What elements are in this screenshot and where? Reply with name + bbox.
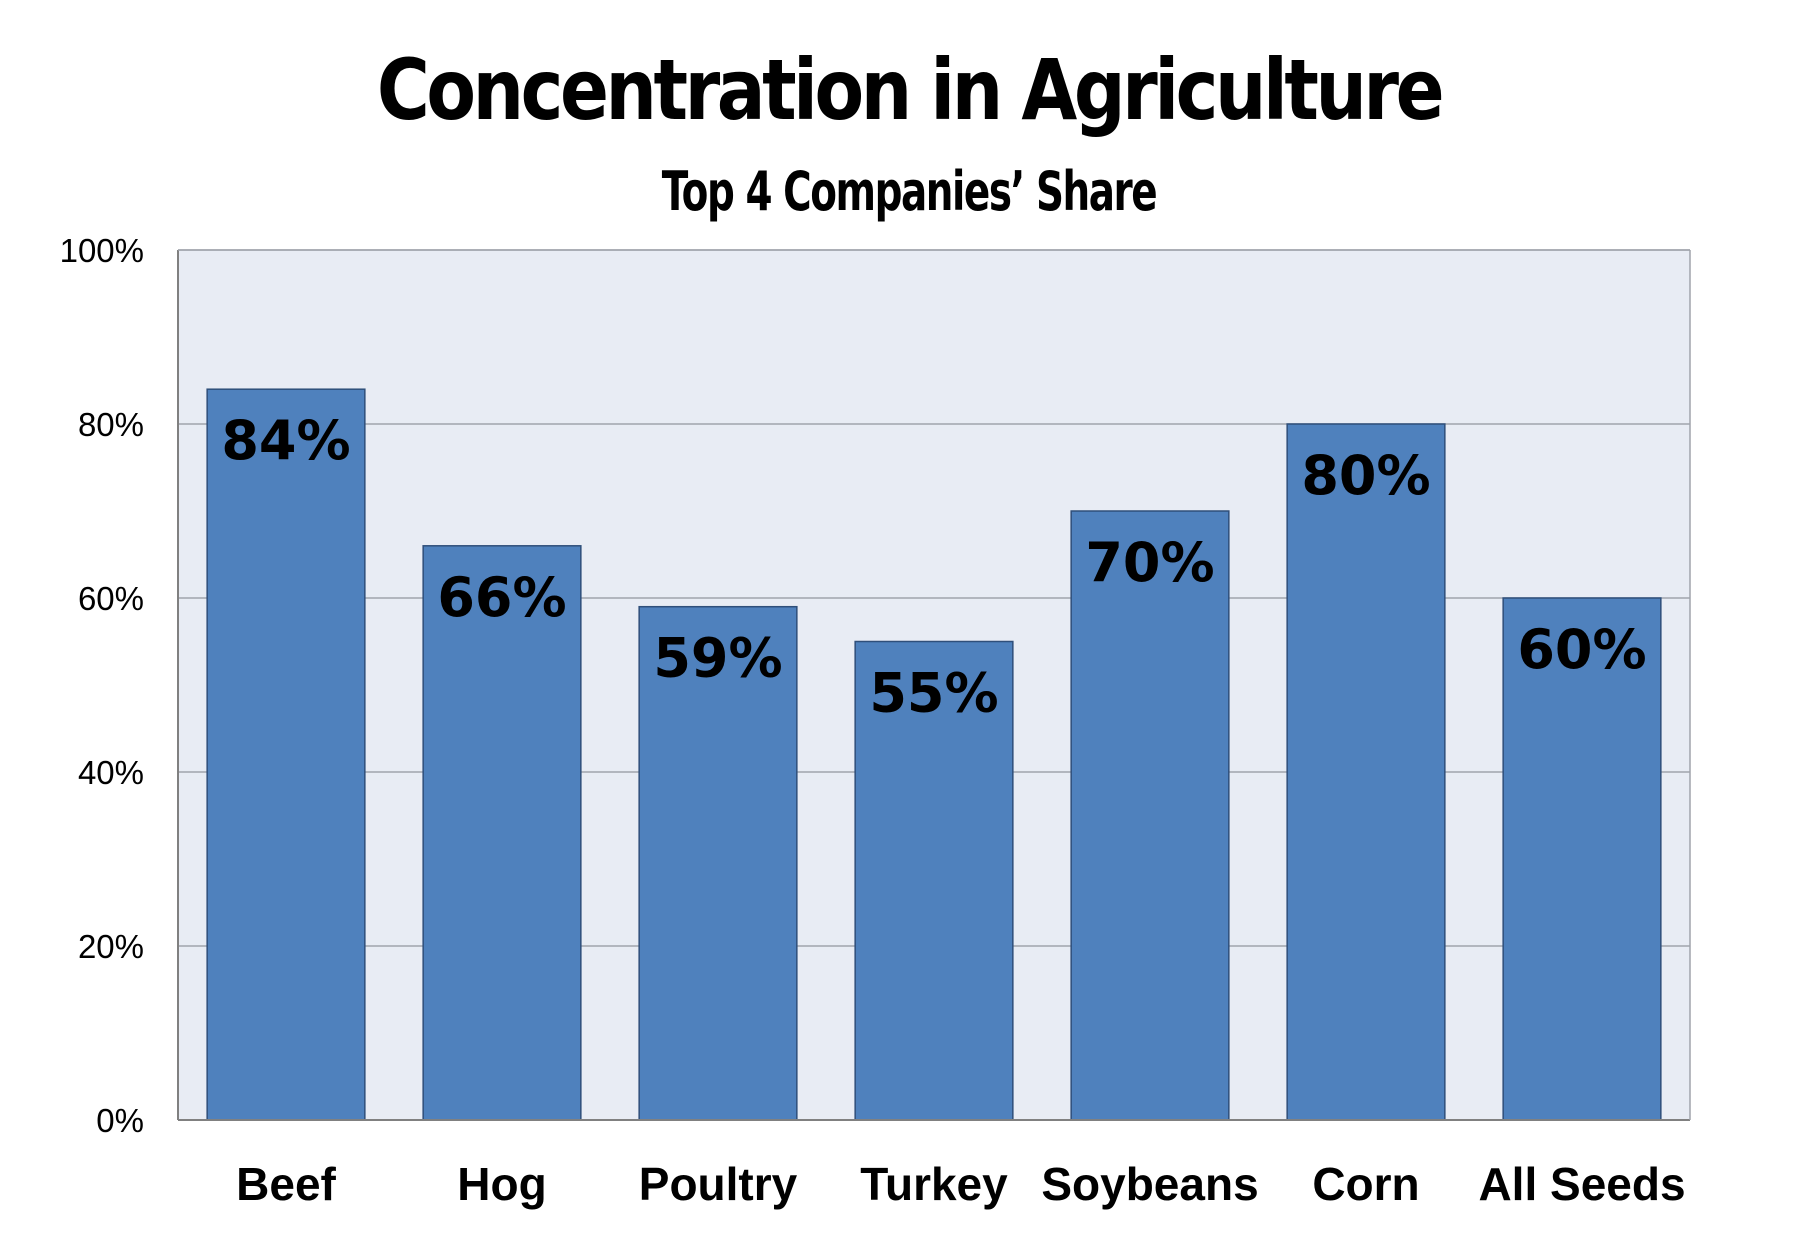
- data-label: 60%: [1517, 618, 1646, 681]
- bar: [854, 640, 1014, 1121]
- data-label: 80%: [1301, 444, 1430, 507]
- chart-subtitle: Top 4 Companies’ Share: [661, 160, 1158, 223]
- x-tick-label: Hog: [457, 1158, 546, 1210]
- bar: [206, 388, 366, 1121]
- labels: 0% 20% 40% 60% 80% 100% 84% Beef 66% Hog 59% Poultr…: [60, 232, 1686, 1210]
- y-tick-label: 100%: [60, 232, 144, 269]
- axes: [177, 249, 1691, 1121]
- y-tick-label: 20%: [78, 928, 144, 965]
- bars: [206, 388, 1662, 1121]
- x-tick-label: Poultry: [639, 1158, 798, 1210]
- x-tick-label: Soybeans: [1041, 1158, 1258, 1210]
- x-tick-label: Corn: [1312, 1158, 1419, 1210]
- bar: [1502, 597, 1662, 1121]
- x-tick-label: Turkey: [860, 1158, 1008, 1210]
- x-tick-label: Beef: [236, 1158, 336, 1210]
- bar: [1286, 423, 1446, 1121]
- data-label: 66%: [437, 566, 566, 629]
- bar: [1070, 510, 1230, 1121]
- data-label: 55%: [869, 662, 998, 725]
- y-tick-label: 60%: [78, 580, 144, 617]
- data-label: 59%: [653, 627, 782, 690]
- y-tick-label: 80%: [78, 406, 144, 443]
- bar: [422, 545, 582, 1121]
- x-tick-label: All Seeds: [1478, 1158, 1685, 1210]
- chart-title: Concentration in Agriculture: [376, 41, 1445, 139]
- data-label: 84%: [221, 409, 350, 472]
- y-tick-label: 40%: [78, 754, 144, 791]
- data-label: 70%: [1085, 531, 1214, 594]
- bar: [638, 605, 798, 1121]
- y-tick-label: 0%: [96, 1102, 144, 1139]
